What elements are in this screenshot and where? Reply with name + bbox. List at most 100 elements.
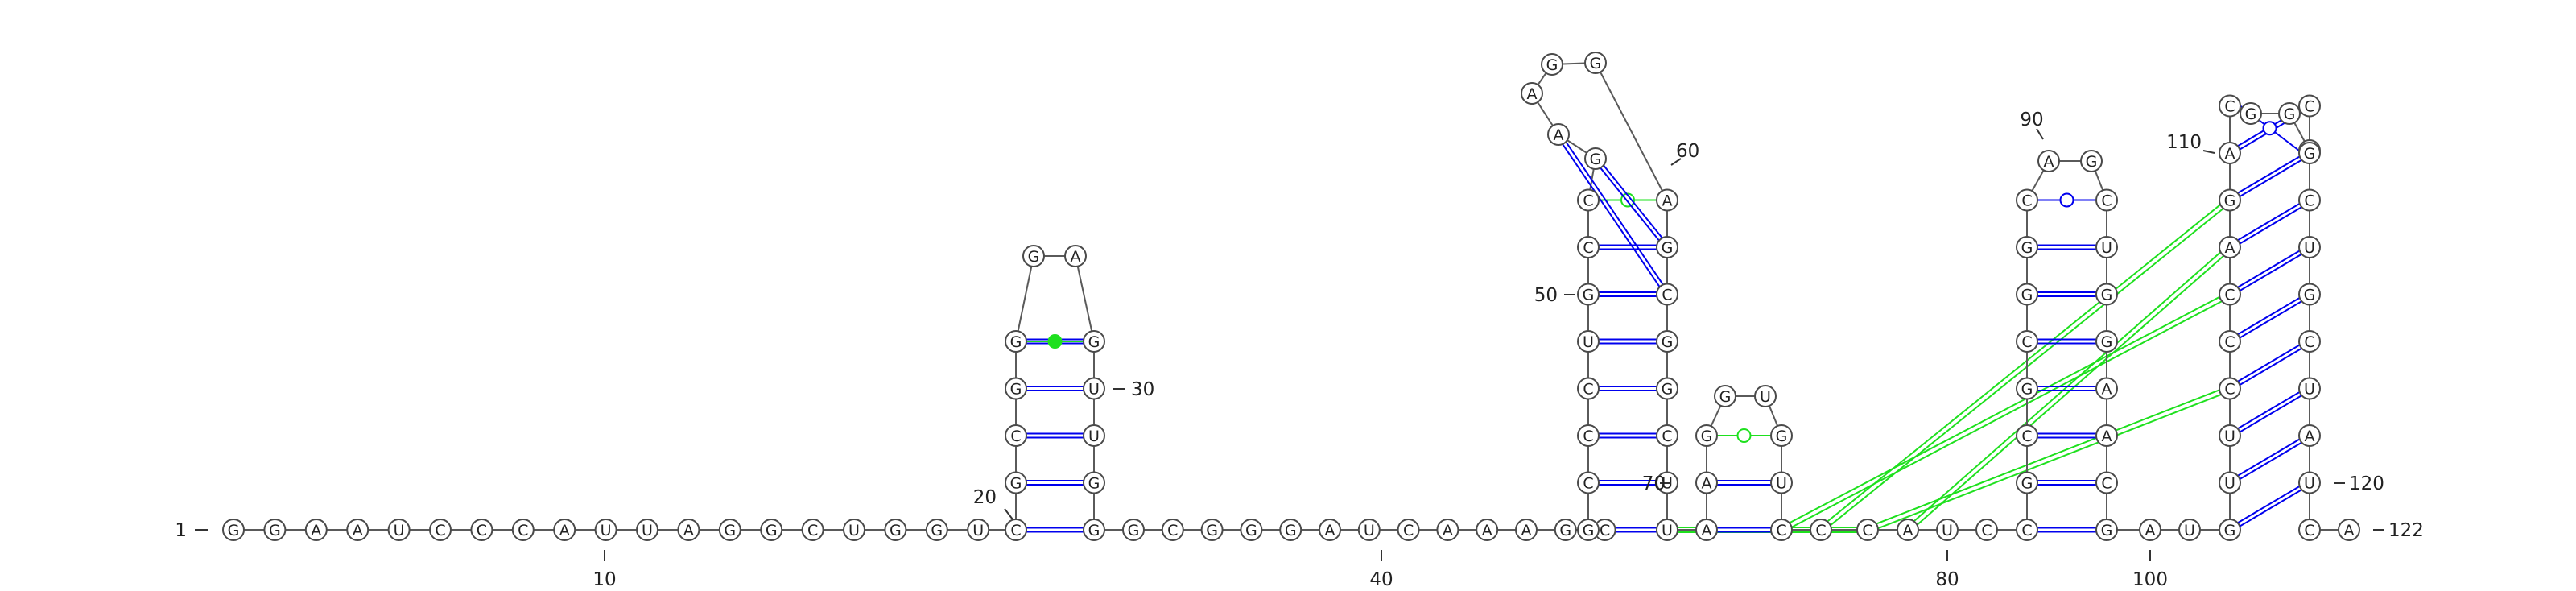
nucleotide-letter-70: U [1760,388,1771,406]
nucleotide-74: C [1810,519,1832,541]
base-pair-79-96 [2037,527,2096,533]
nucleotide-letter-52: C [1583,192,1593,210]
base-pair-50-60 [1599,291,1657,297]
nucleotide-letter-103: C [2224,333,2235,351]
nucleotide-letter-9: A [559,522,570,539]
nucleotide-75: C [1856,519,1879,541]
nucleotide-42: A [1515,519,1538,541]
nucleotide-letter-26: A [1071,248,1081,266]
nucleotide-97: A [2139,519,2161,541]
nucleotide-6: C [429,519,452,541]
nucleotide-47: C [1577,424,1600,447]
nucleotide-20: C [1005,519,1027,541]
nucleotide-39: C [1397,519,1420,541]
nucleotide-70: U [1754,385,1777,407]
nucleotide-54: A [1547,123,1570,146]
base-pair-24-27 [1026,334,1084,349]
nucleotide-letter-62: G [1662,381,1674,399]
position-label-10: 10 [592,569,616,590]
base-pair-51-59 [1599,244,1657,250]
nucleotide-letter-101: U [2224,428,2235,445]
nucleotide-letter-49: U [1583,333,1594,351]
base-pair-49-61 [1599,338,1657,345]
nucleotide-104: C [2219,283,2241,306]
nucleotide-62: G [1656,377,1678,400]
base-pair-103-116 [2237,297,2302,339]
nucleotide-59: G [1656,236,1678,258]
nucleotide-letter-77: U [1942,522,1953,539]
nucleotide-letter-15: C [807,522,818,539]
base-pair-106-113 [2237,155,2302,197]
nucleotide-letter-102: C [2224,381,2235,399]
nucleotide-letter-72: U [1776,475,1787,493]
nucleotide-letter-3: A [311,522,321,539]
nucleotide-76: A [1897,519,1919,541]
nucleotide-82: G [2016,377,2038,400]
nucleotide-53: G [1584,147,1607,170]
nucleotide-78: C [1975,519,1998,541]
nucleotide-letter-1: G [228,522,240,539]
nucleotide-letter-35: G [1245,522,1257,539]
nucleotide-68: G [1695,424,1718,447]
nucleotide-32: G [1122,519,1145,541]
nucleotide-letter-67: A [1702,475,1712,493]
nucleotide-114: C [2298,188,2321,212]
nucleotide-letter-39: C [1403,522,1414,539]
nucleotide-letter-98: U [2184,522,2195,539]
nucleotide-letter-44: C [1600,522,1610,539]
nucleotide-letter-58: A [1662,192,1673,210]
nucleotide-119: A [2298,424,2321,447]
nucleotide-letter-11: U [642,522,653,539]
nucleotide-22: C [1005,424,1027,447]
nucleotide-19: U [967,519,990,541]
nucleotide-letter-45: G [1583,522,1595,539]
base-pair-82-93 [2037,386,2096,391]
nucleotide-55: A [1521,82,1543,105]
nucleotide-95: C [2095,471,2118,494]
nucleotide-7: C [470,519,493,541]
nucleotide-27: G [1083,330,1105,353]
nucleotide-letter-53: G [1590,151,1602,168]
base-pair-67-72 [1717,480,1771,486]
nucleotide-35: G [1240,519,1263,541]
pseudoknot-pair-76-105 [1913,251,2224,526]
nucleotide-17: G [884,519,907,541]
nucleotide-letter-76: A [1903,522,1913,539]
nucleotide-letter-8: C [518,522,528,539]
nucleotide-71: G [1770,424,1793,447]
base-pair-99-120 [2237,486,2302,527]
nucleotide-letter-57: G [1590,55,1602,72]
nucleotide-letter-117: C [2304,333,2314,351]
nucleotide-letter-121: C [2304,522,2314,539]
nucleotide-letter-73: C [1776,522,1786,539]
nucleotide-91: G [2095,283,2118,306]
nucleotide-98: U [2178,519,2201,541]
nucleotide-45: G [1577,519,1600,541]
nucleotide-38: U [1357,519,1381,541]
nucleotide-88: G [2080,150,2103,172]
nucleotide-letter-108: C [2224,98,2235,116]
base-pair-48-62 [1599,386,1657,391]
nucleotide-letter-82: G [2021,381,2033,399]
nucleotide-67: A [1695,471,1718,494]
nucleotide-4: A [346,519,369,541]
nucleotide-letter-113: G [2304,145,2316,163]
nucleotide-letter-79: C [2021,522,2032,539]
nucleotide-letter-2: G [269,522,281,539]
nucleotide-65: U [1656,519,1678,541]
nucleotide-113: G [2298,142,2321,164]
nucleotide-letter-19: U [972,522,984,539]
nucleotide-letter-83: C [2021,333,2032,351]
nucleotide-letter-91: G [2101,287,2113,304]
nucleotide-letter-114: C [2304,192,2314,210]
nucleotide-112: C [2298,94,2321,118]
nucleotide-letter-99: G [2224,522,2236,539]
nucleotide-letter-61: G [1662,333,1674,351]
nucleotide-letter-88: G [2086,153,2098,171]
nucleotide-41: A [1476,519,1499,541]
nucleotide-letter-97: A [2145,522,2156,539]
nucleotide-118: U [2298,377,2321,400]
pseudoknot-pair-73-104 [1789,296,2223,528]
nucleotide-letter-115: U [2304,239,2315,257]
